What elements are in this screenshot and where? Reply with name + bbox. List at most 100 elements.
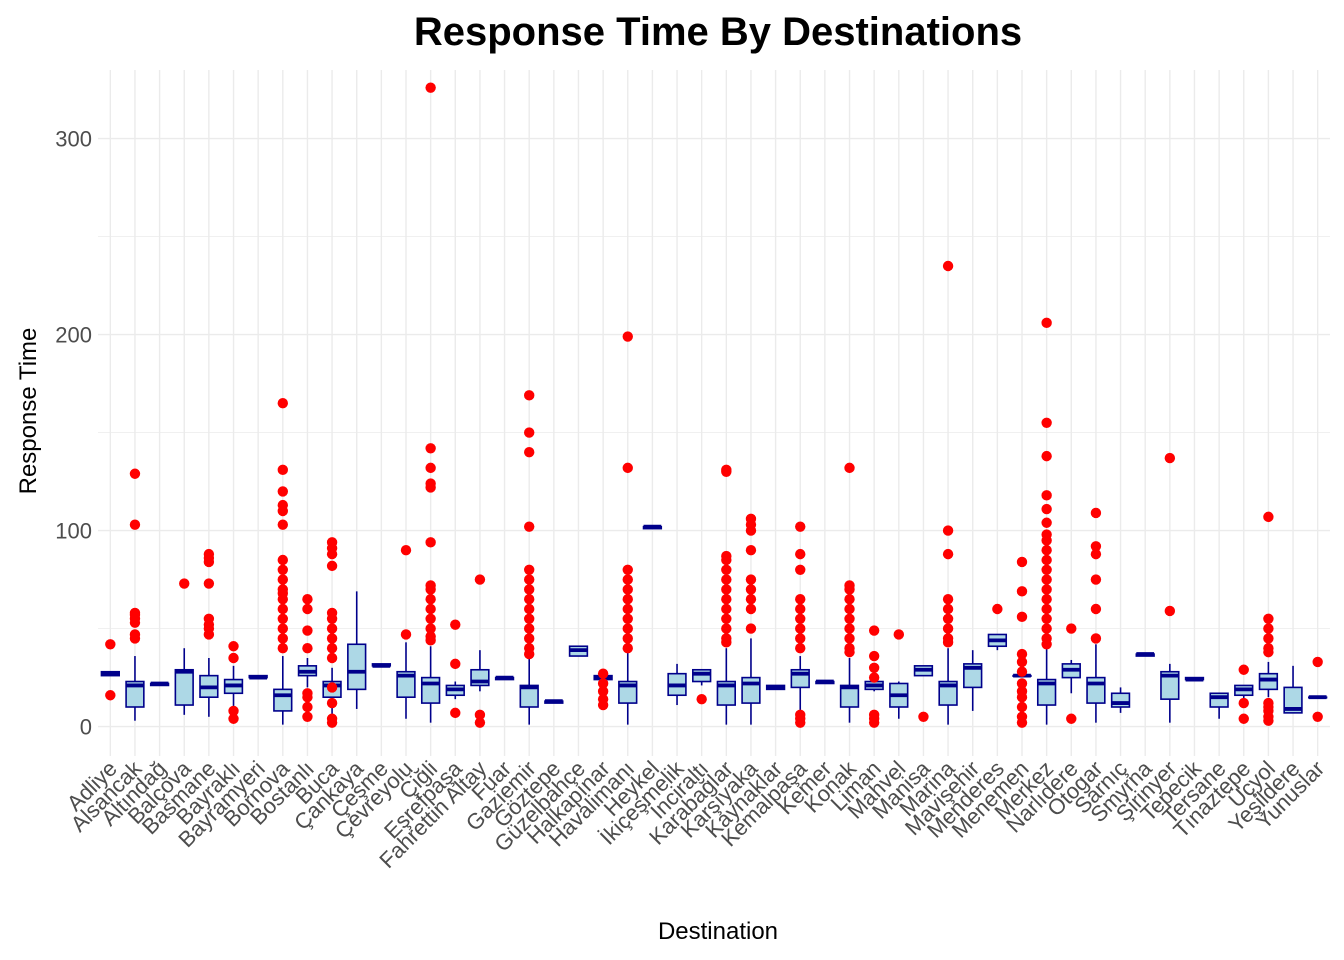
outlier-point bbox=[795, 633, 806, 644]
box-body bbox=[1160, 670, 1180, 700]
outlier-point bbox=[795, 594, 806, 605]
outlier-point bbox=[277, 564, 288, 575]
outlier-point bbox=[1041, 633, 1052, 644]
outlier-point bbox=[868, 672, 880, 683]
outlier-point bbox=[474, 717, 486, 728]
outlier-point bbox=[597, 693, 609, 705]
box-36 bbox=[963, 650, 983, 711]
y-tick-label: 300 bbox=[55, 127, 92, 152]
box-body bbox=[1283, 686, 1303, 714]
outlier-point bbox=[400, 629, 412, 640]
box-body bbox=[1036, 678, 1057, 706]
outlier-point bbox=[1041, 603, 1052, 615]
y-tick-label: 200 bbox=[55, 323, 92, 348]
box-34 bbox=[913, 665, 934, 722]
outlier-point bbox=[302, 603, 313, 615]
box-body bbox=[1258, 672, 1279, 691]
outlier-point bbox=[844, 603, 855, 615]
outlier-point bbox=[1041, 623, 1052, 634]
outlier-point bbox=[942, 633, 954, 644]
outlier-point bbox=[400, 545, 412, 556]
outlier-point bbox=[474, 709, 486, 721]
outlier-point bbox=[868, 625, 880, 636]
outlier-point bbox=[524, 603, 535, 615]
outlier-point bbox=[1041, 613, 1052, 624]
outlier-point bbox=[1041, 554, 1052, 566]
outlier-point bbox=[1016, 611, 1028, 623]
x-axis-ticks: AdliyeAlsancakAltındağBalçovaBasmaneBayr… bbox=[62, 755, 1329, 873]
box-49 bbox=[1283, 665, 1303, 714]
outlier-point bbox=[1164, 605, 1176, 617]
outlier-point bbox=[918, 711, 929, 722]
outlier-point bbox=[1090, 507, 1102, 519]
outlier-point bbox=[1090, 633, 1102, 644]
outlier-point bbox=[524, 633, 535, 644]
y-tick-label: 0 bbox=[80, 715, 92, 740]
outlier-point bbox=[1090, 541, 1102, 552]
outlier-point bbox=[277, 554, 288, 566]
outlier-point bbox=[795, 613, 806, 624]
outlier-point bbox=[622, 564, 633, 575]
box-47 bbox=[1234, 664, 1254, 724]
outlier-point bbox=[1016, 678, 1028, 689]
box-37 bbox=[987, 603, 1008, 651]
outlier-point bbox=[622, 623, 633, 634]
box-13 bbox=[396, 545, 416, 719]
outlier-point bbox=[1041, 584, 1052, 595]
outlier-point bbox=[1263, 623, 1274, 634]
outlier-point bbox=[795, 548, 806, 560]
outlier-point bbox=[129, 629, 141, 640]
outlier-point bbox=[721, 584, 732, 595]
outlier-point bbox=[450, 707, 461, 719]
boxes bbox=[100, 82, 1328, 728]
outlier-point bbox=[1066, 713, 1077, 724]
outlier-point bbox=[326, 643, 338, 654]
x-axis-title: Destination bbox=[658, 918, 778, 945]
outlier-point bbox=[277, 519, 288, 530]
outlier-point bbox=[795, 623, 806, 634]
outlier-point bbox=[129, 468, 141, 479]
box-40 bbox=[1061, 623, 1081, 724]
box-42 bbox=[1110, 687, 1131, 713]
box-25 bbox=[692, 668, 712, 705]
outlier-point bbox=[277, 633, 288, 644]
outlier-point bbox=[844, 623, 855, 634]
outlier-point bbox=[277, 603, 288, 615]
box-body bbox=[839, 684, 860, 708]
outlier-point bbox=[844, 643, 855, 654]
outlier-point bbox=[1263, 643, 1274, 654]
box-body bbox=[174, 668, 194, 706]
box-body bbox=[1086, 676, 1106, 704]
outlier-point bbox=[524, 564, 535, 575]
outlier-point bbox=[1041, 503, 1052, 515]
outlier-point bbox=[425, 603, 436, 615]
box-body bbox=[963, 663, 983, 689]
outlier-point bbox=[868, 650, 880, 662]
outlier-point bbox=[795, 521, 806, 532]
outlier-point bbox=[622, 462, 633, 474]
box-32 bbox=[864, 625, 884, 728]
outlier-point bbox=[228, 713, 239, 724]
outlier-point bbox=[326, 713, 338, 724]
outlier-point bbox=[425, 462, 436, 474]
outlier-point bbox=[1238, 713, 1249, 724]
outlier-point bbox=[721, 550, 732, 562]
outlier-point bbox=[721, 564, 732, 575]
box-body bbox=[396, 670, 416, 698]
box-39 bbox=[1036, 317, 1057, 725]
box-30 bbox=[815, 679, 835, 685]
outlier-point bbox=[302, 643, 313, 654]
outlier-point bbox=[992, 603, 1003, 615]
outlier-point bbox=[326, 623, 338, 634]
outlier-point bbox=[425, 580, 436, 591]
box-2 bbox=[125, 468, 145, 721]
box-16 bbox=[470, 574, 490, 728]
box-4 bbox=[174, 578, 194, 715]
outlier-point bbox=[745, 513, 757, 525]
box-15 bbox=[445, 619, 465, 719]
outlier-point bbox=[1263, 613, 1274, 624]
box-24 bbox=[667, 663, 687, 706]
outlier-point bbox=[524, 594, 535, 605]
outlier-point bbox=[795, 709, 806, 721]
